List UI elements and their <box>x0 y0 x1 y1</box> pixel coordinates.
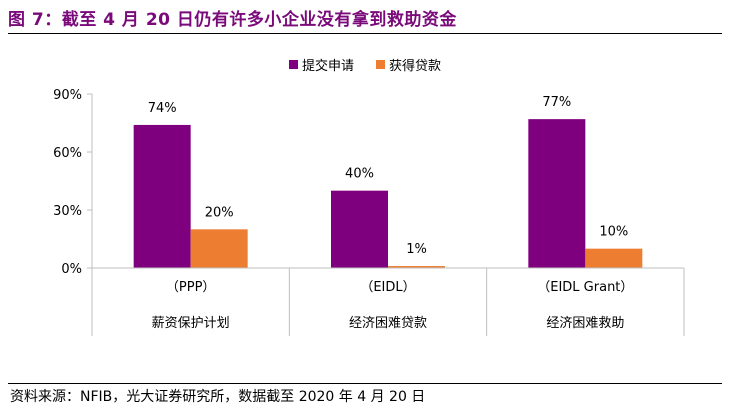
data-label-1-1: 74% <box>148 101 177 116</box>
data-label-2-2: 1% <box>406 242 427 257</box>
bar-1-1 <box>133 124 191 268</box>
y-tick-label: 60% <box>53 146 82 161</box>
y-tick-label: 30% <box>53 204 82 219</box>
source-rule <box>8 383 722 384</box>
category-name-label: 薪资保护计划 <box>152 316 230 331</box>
data-label-2-1: 20% <box>205 205 234 220</box>
figure-title: 图 7：截至 4 月 20 日仍有许多小企业没有拿到救助资金 <box>8 10 457 30</box>
legend-label-series-1: 提交申请 <box>301 59 354 74</box>
data-label-1-2: 40% <box>345 167 374 182</box>
bar-2-1 <box>190 229 248 268</box>
title-rule <box>8 33 722 34</box>
legend-label-series-2: 获得贷款 <box>389 59 442 74</box>
bar-1-3 <box>528 119 586 268</box>
legend-swatch-series-1 <box>288 60 298 69</box>
y-tick-label: 90% <box>53 88 82 103</box>
chart-legend: 提交申请 获得贷款 <box>0 55 730 74</box>
bar-1-2 <box>331 190 388 268</box>
category-name-label: 经济困难贷款 <box>349 316 427 331</box>
category-code-label: （EIDL Grant） <box>537 280 633 295</box>
category-code-label: （EIDL） <box>360 280 415 295</box>
category-code-label: （PPP） <box>166 280 216 295</box>
category-name-label: 经济困难救助 <box>546 315 624 331</box>
bar-2-3 <box>585 248 643 268</box>
bar-2-2 <box>388 266 445 268</box>
legend-item-series-1: 提交申请 <box>288 55 354 74</box>
legend-swatch-series-2 <box>376 60 385 69</box>
source-note: 资料来源：NFIB，光大证券研究所，数据截至 2020 年 4 月 20 日 <box>10 389 426 405</box>
data-label-2-3: 10% <box>599 225 628 240</box>
y-tick-label: 0% <box>61 262 82 277</box>
legend-item-series-2: 获得贷款 <box>376 55 441 74</box>
data-label-1-3: 77% <box>542 95 571 110</box>
